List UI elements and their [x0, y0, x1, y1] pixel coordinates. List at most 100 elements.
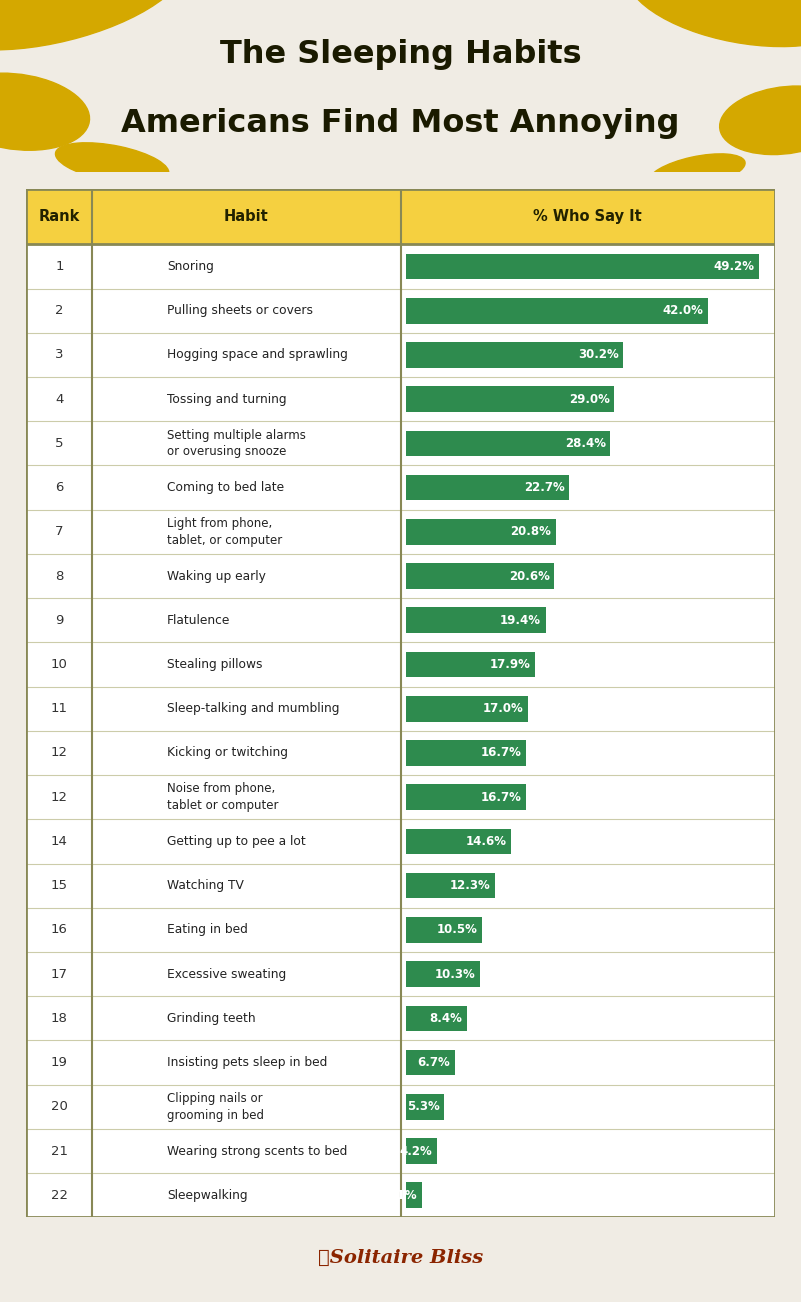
- FancyBboxPatch shape: [26, 819, 775, 863]
- FancyBboxPatch shape: [406, 917, 481, 943]
- FancyBboxPatch shape: [406, 608, 545, 633]
- Text: 8: 8: [55, 569, 63, 582]
- FancyBboxPatch shape: [26, 1085, 775, 1129]
- FancyBboxPatch shape: [406, 254, 759, 279]
- Text: Pulling sheets or covers: Pulling sheets or covers: [167, 305, 313, 318]
- FancyBboxPatch shape: [406, 784, 526, 810]
- Text: % Who Say It: % Who Say It: [533, 210, 642, 224]
- Text: Habit: Habit: [224, 210, 269, 224]
- Text: Stealing pillows: Stealing pillows: [167, 658, 263, 671]
- FancyBboxPatch shape: [26, 553, 775, 598]
- Text: Hogging space and sprawling: Hogging space and sprawling: [167, 349, 348, 362]
- Text: 16.7%: 16.7%: [481, 746, 521, 759]
- Text: 11: 11: [50, 702, 68, 715]
- Text: 5.3%: 5.3%: [407, 1100, 440, 1113]
- Ellipse shape: [719, 86, 801, 155]
- Ellipse shape: [649, 154, 745, 190]
- Text: Kicking or twitching: Kicking or twitching: [167, 746, 288, 759]
- FancyBboxPatch shape: [406, 1094, 445, 1120]
- Text: 29.0%: 29.0%: [569, 393, 610, 406]
- Text: Snoring: Snoring: [167, 260, 214, 273]
- Text: Noise from phone,
tablet or computer: Noise from phone, tablet or computer: [167, 783, 279, 812]
- Text: 14: 14: [51, 835, 68, 848]
- Text: Flatulence: Flatulence: [167, 613, 231, 626]
- FancyBboxPatch shape: [26, 996, 775, 1040]
- Text: Sleepwalking: Sleepwalking: [167, 1189, 248, 1202]
- FancyBboxPatch shape: [406, 475, 570, 500]
- FancyBboxPatch shape: [26, 509, 775, 553]
- Text: 2: 2: [55, 305, 63, 318]
- FancyBboxPatch shape: [26, 686, 775, 730]
- FancyBboxPatch shape: [26, 1129, 775, 1173]
- Text: 2.1%: 2.1%: [384, 1189, 417, 1202]
- Text: 10: 10: [51, 658, 68, 671]
- Text: 8.4%: 8.4%: [429, 1012, 462, 1025]
- Text: 18: 18: [51, 1012, 68, 1025]
- Text: 16.7%: 16.7%: [481, 790, 521, 803]
- Text: 15: 15: [50, 879, 68, 892]
- FancyBboxPatch shape: [406, 872, 495, 898]
- Text: 5: 5: [55, 437, 63, 450]
- Text: Light from phone,
tablet, or computer: Light from phone, tablet, or computer: [167, 517, 282, 547]
- FancyBboxPatch shape: [26, 952, 775, 996]
- FancyBboxPatch shape: [406, 564, 554, 589]
- FancyBboxPatch shape: [406, 695, 529, 721]
- FancyBboxPatch shape: [26, 333, 775, 378]
- Text: 20: 20: [51, 1100, 68, 1113]
- Text: Grinding teeth: Grinding teeth: [167, 1012, 256, 1025]
- FancyBboxPatch shape: [26, 289, 775, 333]
- Text: 3: 3: [55, 349, 63, 362]
- FancyBboxPatch shape: [26, 1173, 775, 1217]
- FancyBboxPatch shape: [26, 598, 775, 642]
- Text: 22: 22: [50, 1189, 68, 1202]
- Text: 12: 12: [50, 746, 68, 759]
- Text: 49.2%: 49.2%: [714, 260, 755, 273]
- Text: 28.4%: 28.4%: [565, 437, 606, 450]
- Text: 19: 19: [51, 1056, 68, 1069]
- FancyBboxPatch shape: [26, 378, 775, 422]
- Text: 42.0%: 42.0%: [662, 305, 703, 318]
- FancyBboxPatch shape: [406, 387, 614, 411]
- FancyBboxPatch shape: [406, 652, 535, 677]
- Text: Americans Find Most Annoying: Americans Find Most Annoying: [121, 108, 680, 139]
- FancyBboxPatch shape: [406, 519, 556, 544]
- Text: 4: 4: [55, 393, 63, 406]
- FancyBboxPatch shape: [26, 730, 775, 775]
- Text: Setting multiple alarms
or overusing snooze: Setting multiple alarms or overusing sno…: [167, 428, 306, 458]
- Text: 21: 21: [50, 1144, 68, 1157]
- Text: 12: 12: [50, 790, 68, 803]
- FancyBboxPatch shape: [26, 642, 775, 686]
- Text: 17.0%: 17.0%: [483, 702, 524, 715]
- Text: 10.5%: 10.5%: [437, 923, 477, 936]
- FancyBboxPatch shape: [406, 342, 623, 367]
- FancyBboxPatch shape: [406, 298, 707, 323]
- Text: 1: 1: [55, 260, 63, 273]
- Text: 12.3%: 12.3%: [449, 879, 490, 892]
- FancyBboxPatch shape: [26, 245, 775, 289]
- Text: 17.9%: 17.9%: [489, 658, 530, 671]
- FancyBboxPatch shape: [406, 828, 511, 854]
- Ellipse shape: [0, 0, 187, 49]
- Text: Tossing and turning: Tossing and turning: [167, 393, 287, 406]
- FancyBboxPatch shape: [26, 775, 775, 819]
- Text: Wearing strong scents to bed: Wearing strong scents to bed: [167, 1144, 348, 1157]
- Text: ✦Solitaire Bliss: ✦Solitaire Bliss: [318, 1249, 483, 1267]
- FancyBboxPatch shape: [26, 1040, 775, 1085]
- Text: 9: 9: [55, 613, 63, 626]
- FancyBboxPatch shape: [26, 907, 775, 952]
- Text: 14.6%: 14.6%: [465, 835, 507, 848]
- Text: Excessive sweating: Excessive sweating: [167, 967, 286, 980]
- Text: 22.7%: 22.7%: [524, 482, 565, 493]
- Text: The Sleeping Habits: The Sleeping Habits: [219, 39, 582, 70]
- Text: 10.3%: 10.3%: [435, 967, 476, 980]
- Text: Coming to bed late: Coming to bed late: [167, 482, 284, 493]
- FancyBboxPatch shape: [406, 431, 610, 456]
- Text: 6: 6: [55, 482, 63, 493]
- FancyBboxPatch shape: [26, 189, 775, 245]
- Text: Waking up early: Waking up early: [167, 569, 266, 582]
- FancyBboxPatch shape: [406, 1138, 437, 1164]
- Text: Rank: Rank: [38, 210, 80, 224]
- Text: 20.6%: 20.6%: [509, 569, 549, 582]
- Text: 17: 17: [50, 967, 68, 980]
- Text: Insisting pets sleep in bed: Insisting pets sleep in bed: [167, 1056, 328, 1069]
